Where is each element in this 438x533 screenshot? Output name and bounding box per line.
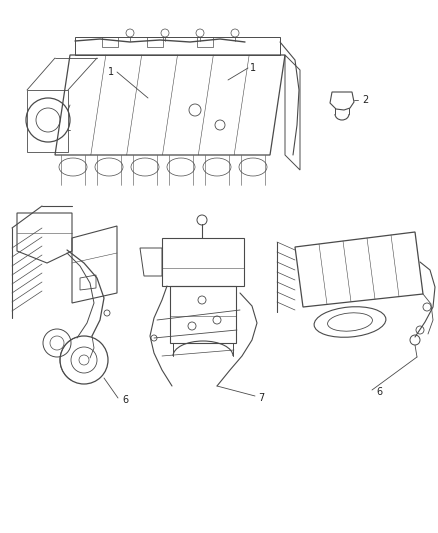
Text: 7: 7 <box>258 393 264 403</box>
Text: 1: 1 <box>249 63 255 73</box>
Text: 1: 1 <box>108 67 114 77</box>
Text: 6: 6 <box>375 387 381 397</box>
Text: 6: 6 <box>122 395 128 405</box>
Text: 2: 2 <box>361 95 367 105</box>
